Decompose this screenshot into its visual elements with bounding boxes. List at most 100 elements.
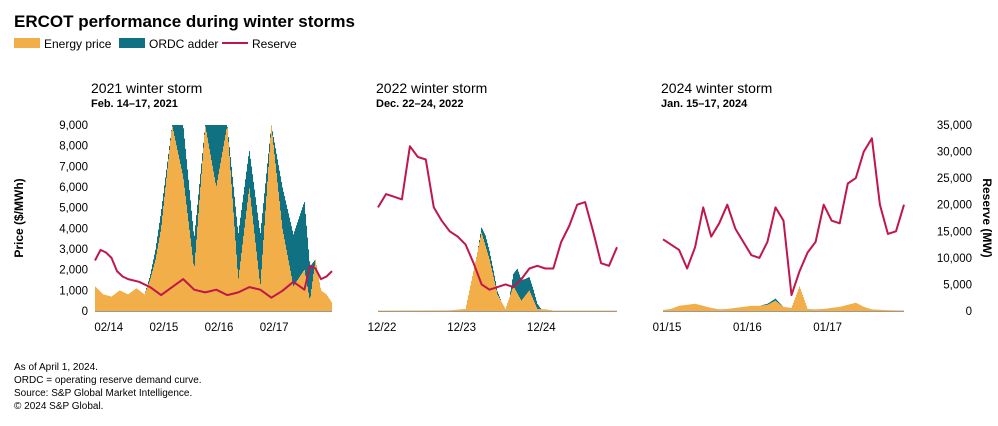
energy-price-bar xyxy=(734,308,736,311)
ordc-adder-bar xyxy=(226,125,228,130)
energy-price-bar xyxy=(890,310,892,311)
ordc-adder-bar xyxy=(764,304,766,306)
energy-price-bar xyxy=(868,308,870,311)
energy-price-bar xyxy=(411,310,413,311)
energy-price-bar xyxy=(439,310,441,311)
energy-price-bar xyxy=(865,307,867,311)
energy-price-bar xyxy=(246,210,248,311)
energy-price-bar xyxy=(305,275,307,311)
energy-price-bar xyxy=(806,305,808,311)
energy-price-bar xyxy=(531,295,533,311)
energy-price-bar xyxy=(729,308,731,311)
energy-price-bar xyxy=(248,193,250,311)
ordc-adder-bar xyxy=(178,125,180,155)
energy-price-bar xyxy=(328,297,330,311)
energy-price-bar xyxy=(450,310,452,311)
ordc-adder-bar xyxy=(261,223,263,270)
ordc-adder-bar xyxy=(279,170,281,202)
energy-price-bar xyxy=(151,274,153,311)
energy-price-bar xyxy=(311,289,313,311)
energy-price-bar xyxy=(180,164,182,311)
right-axis-label: Reserve (MW) xyxy=(980,178,994,257)
energy-price-bar xyxy=(500,299,502,311)
ordc-adder-bar xyxy=(247,163,249,203)
ordc-adder-bar xyxy=(490,255,492,264)
energy-price-bar xyxy=(739,307,741,311)
ordc-adder-bar xyxy=(292,230,294,282)
energy-price-bar xyxy=(471,280,473,311)
energy-price-bar xyxy=(541,309,543,311)
x-tick-label: 12/23 xyxy=(447,322,476,334)
ordc-adder-bar xyxy=(533,289,535,300)
energy-price-bar xyxy=(270,137,272,311)
energy-price-bar xyxy=(701,305,703,311)
right-tick-label: 30,000 xyxy=(937,147,972,159)
note-copyright: © 2024 S&P Global. xyxy=(14,401,103,412)
energy-price-bar xyxy=(747,306,749,311)
energy-price-bar xyxy=(743,306,745,311)
energy-price-bar xyxy=(228,142,230,311)
ordc-adder-bar xyxy=(307,237,309,287)
ordc-adder-bar xyxy=(300,213,302,276)
energy-price-bar xyxy=(526,294,528,311)
panel-2022: 2022 winter storm Dec. 22–24, 2022 xyxy=(376,80,487,110)
energy-price-bar xyxy=(121,291,123,311)
ordc-adder-bar xyxy=(518,271,520,296)
energy-price-bar xyxy=(260,283,262,311)
energy-price-bar xyxy=(700,305,702,311)
energy-price-bar xyxy=(140,291,142,311)
energy-price-bar xyxy=(770,303,772,311)
energy-price-bar xyxy=(685,305,687,311)
energy-price-bar xyxy=(550,310,552,311)
energy-price-bar xyxy=(767,304,769,311)
energy-price-bar xyxy=(213,171,215,311)
ordc-adder-bar xyxy=(171,130,173,132)
energy-price-bar xyxy=(813,309,815,311)
ordc-adder-bar xyxy=(225,125,227,136)
energy-price-bar xyxy=(807,308,809,311)
ordc-adder-bar xyxy=(529,277,531,291)
ordc-adder-bar xyxy=(251,166,253,207)
ordc-adder-bar xyxy=(763,304,765,306)
reserve-line xyxy=(662,137,905,297)
energy-price-bar xyxy=(551,310,553,311)
energy-price-bar xyxy=(697,304,699,311)
ordc-adder-bar xyxy=(243,194,245,237)
right-tick-label: 15,000 xyxy=(937,226,972,238)
energy-price-bar xyxy=(283,234,285,311)
ordc-adder-bar xyxy=(530,280,532,293)
ordc-adder-bar xyxy=(200,173,202,188)
energy-price-bar xyxy=(860,305,862,311)
ordc-adder-bar xyxy=(189,190,191,230)
plot-panel-1: 12/22 12/23 12/24 xyxy=(368,145,618,334)
energy-price-bar xyxy=(703,305,705,311)
energy-price-bar xyxy=(750,305,752,311)
energy-price-bar xyxy=(284,239,286,311)
energy-price-bar xyxy=(454,309,456,311)
ordc-adder-bar xyxy=(481,227,483,233)
energy-price-bar xyxy=(170,140,172,311)
reserve-line xyxy=(377,145,618,291)
ordc-adder-bar xyxy=(151,269,153,275)
energy-price-bar xyxy=(745,306,747,311)
energy-price-bar xyxy=(879,309,881,311)
energy-price-bar xyxy=(492,272,494,311)
energy-price-bar xyxy=(442,310,444,311)
energy-price-bar xyxy=(829,308,831,311)
ordc-adder-bar xyxy=(263,203,265,241)
energy-price-bar xyxy=(424,310,426,311)
energy-price-bar xyxy=(842,306,844,311)
energy-price-bar xyxy=(707,306,709,311)
energy-price-bar xyxy=(202,160,204,311)
legend-swatch-ordc-adder xyxy=(119,38,145,48)
ordc-adder-bar xyxy=(312,263,314,282)
energy-price-bar xyxy=(862,306,864,311)
energy-price-bar xyxy=(425,310,427,311)
energy-price-bar xyxy=(314,266,316,311)
ordc-adder-bar xyxy=(500,299,502,300)
energy-price-bar xyxy=(687,304,689,311)
energy-price-bar xyxy=(216,185,218,311)
ordc-adder-bar xyxy=(770,301,772,304)
ordc-adder-bar xyxy=(280,176,282,211)
energy-price-bar xyxy=(808,308,810,311)
